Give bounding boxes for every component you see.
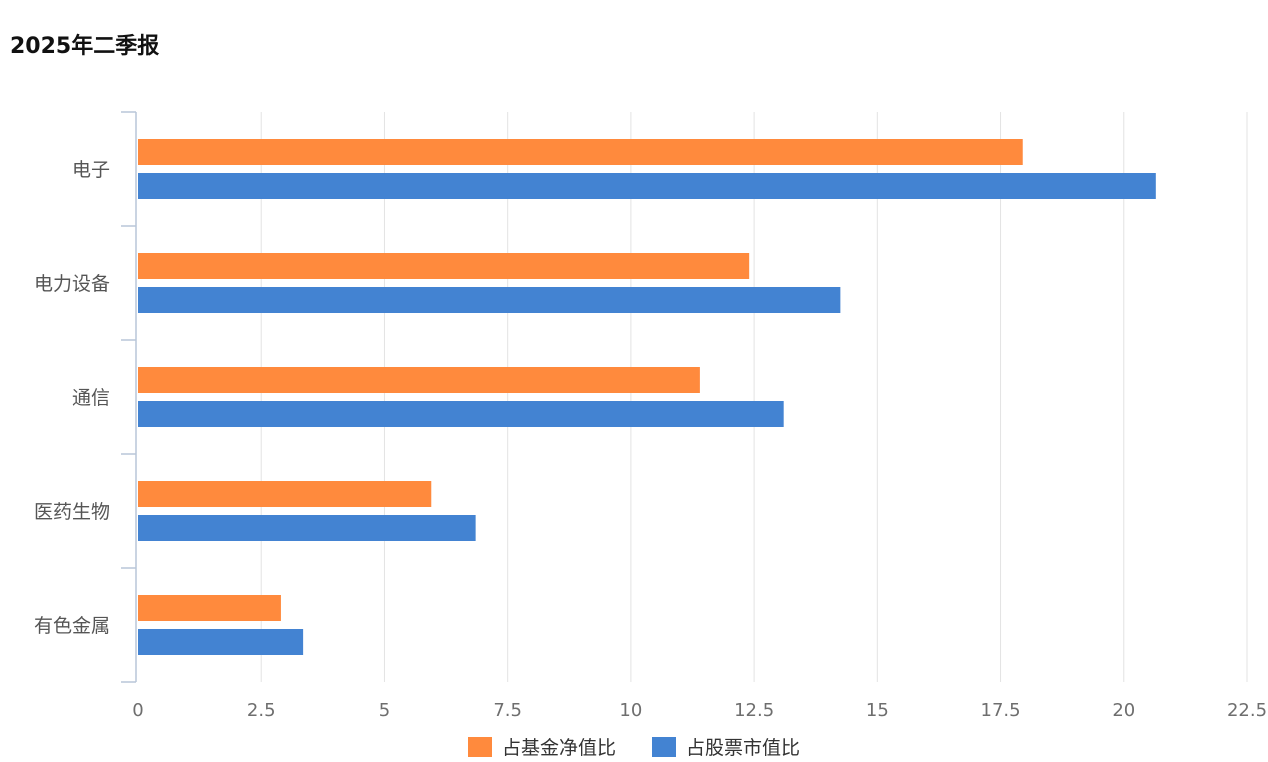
category-label: 医药生物 (34, 501, 110, 523)
bar-stock-value (138, 515, 476, 541)
bar-chart: 0 2.5 5 7.5 10 12.5 15 17.5 20 22.5 电子电力设备通信医药生物有色… (34, 111, 1267, 721)
bar-stock-value (138, 401, 784, 427)
x-tick-label: 12.5 (734, 700, 774, 721)
x-tick-label: 17.5 (981, 700, 1021, 721)
legend-item-stock-value[interactable]: 占股票市值比 (652, 733, 800, 760)
bar-stock-value (138, 629, 304, 655)
bar-fund-nav (138, 367, 700, 393)
x-tick-label: 10 (619, 700, 642, 721)
legend-item-fund-nav[interactable]: 占基金净值比 (467, 733, 616, 760)
bar-fund-nav (138, 595, 281, 621)
x-tick-label: 20 (1112, 700, 1135, 721)
category-label: 电子 (72, 159, 110, 181)
x-tick-label: 0 (132, 700, 143, 721)
category-label: 电力设备 (34, 273, 110, 295)
bar-fund-nav (138, 139, 1023, 165)
bar-fund-nav (138, 481, 432, 507)
category-label: 通信 (72, 387, 110, 409)
legend-swatch-stock-value (652, 736, 676, 757)
x-tick-label: 5 (379, 700, 390, 721)
x-tick-label: 22.5 (1227, 700, 1267, 721)
x-tick-label: 2.5 (247, 700, 276, 721)
x-tick-label: 15 (866, 700, 889, 721)
legend-label-fund-nav: 占基金净值比 (501, 737, 616, 759)
legend-swatch-fund-nav (467, 736, 492, 757)
chart-title: 2025年二季报 (10, 34, 160, 59)
x-tick-label: 7.5 (493, 700, 522, 721)
legend-label-stock-value: 占股票市值比 (686, 737, 801, 759)
legend: 占基金净值比 占股票市值比 (0, 733, 1268, 760)
category-label: 有色金属 (34, 615, 110, 637)
bar-stock-value (138, 287, 841, 313)
bar-fund-nav (138, 253, 750, 279)
bar-stock-value (138, 173, 1156, 199)
